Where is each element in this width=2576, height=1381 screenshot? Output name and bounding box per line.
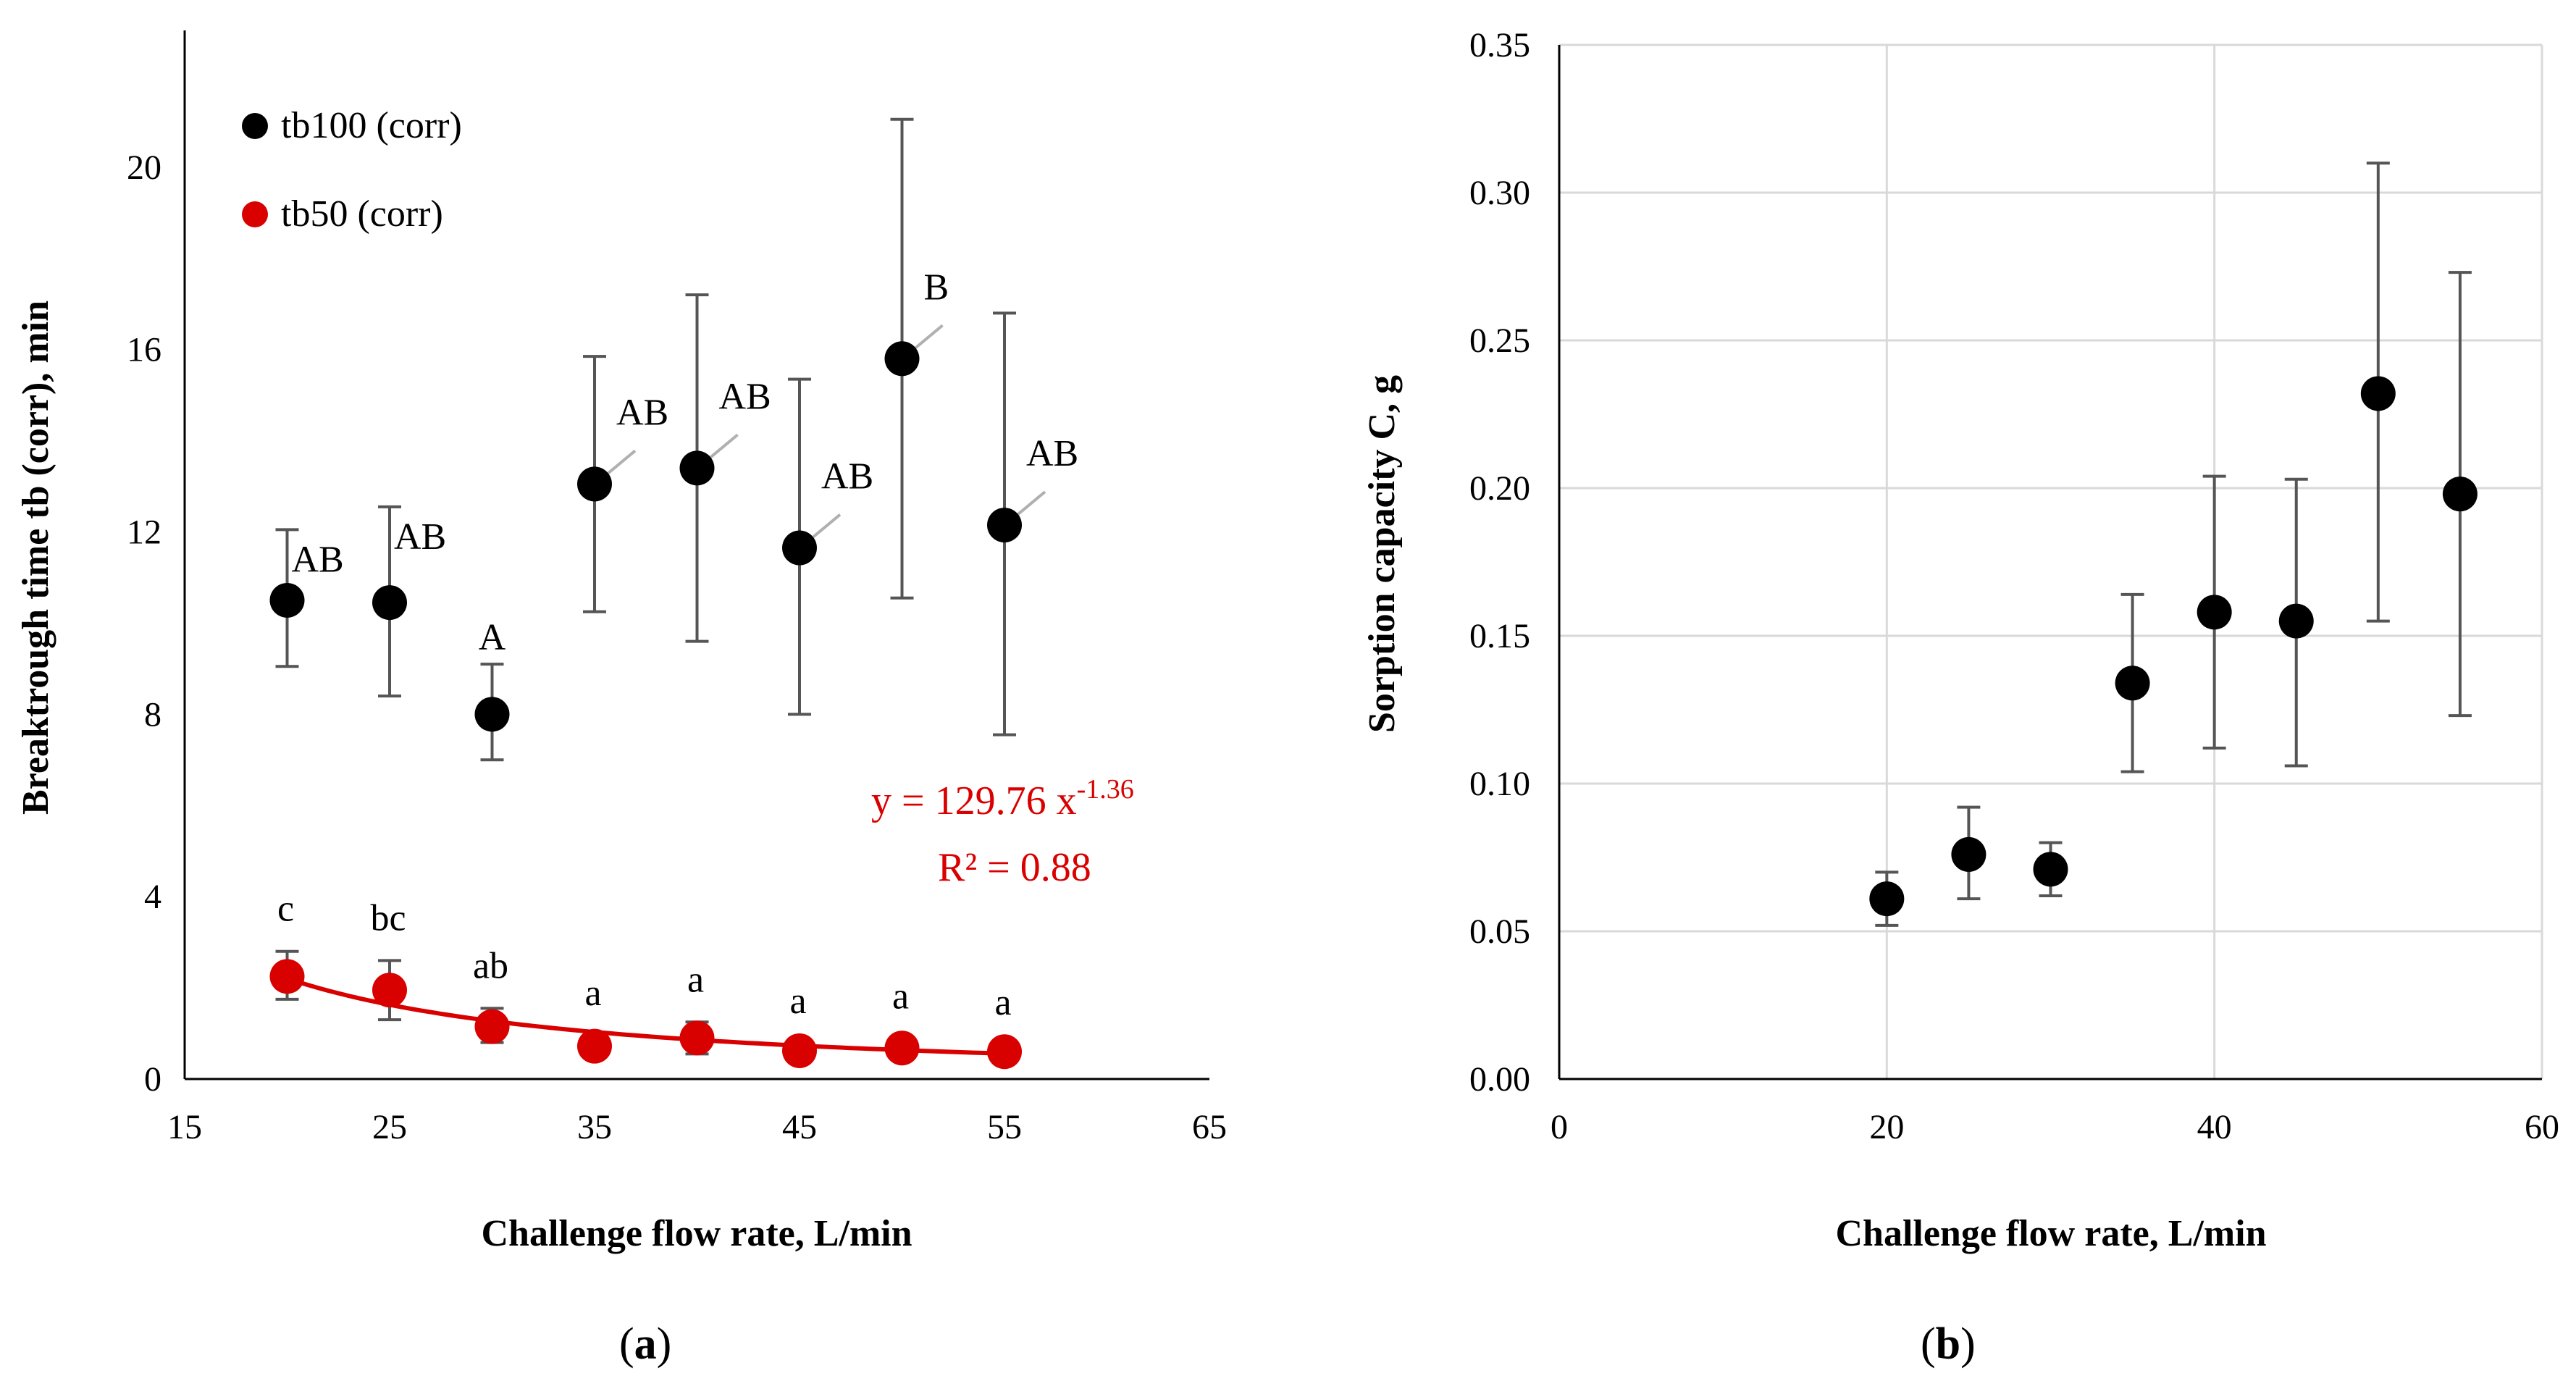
tb50-point: [987, 1034, 1022, 1070]
legend-marker-tb100: [242, 113, 268, 139]
trendline-r-squared: R² = 0.88: [938, 845, 1091, 890]
tb50-group-letter: a: [789, 981, 806, 1022]
panel-b-y-tick-label: 0.20: [1469, 469, 1530, 508]
sorption-capacity-point: [2197, 595, 2232, 630]
panel-a-x-tick-label: 35: [577, 1108, 612, 1146]
panel-b-y-axis-title: Sorption capacity C, g: [1362, 375, 1403, 733]
panel-a-y-tick-label: 0: [144, 1060, 161, 1099]
caption-b-close: ): [1960, 1319, 1976, 1369]
panel-a-legend: tb100 (corr) tb50 (corr): [242, 105, 462, 235]
caption-a-letter: a: [634, 1319, 657, 1369]
trendline-equation-base: y = 129.76 x: [871, 778, 1077, 823]
panel-b-y-tick-label: 0.30: [1469, 174, 1530, 212]
tb50-group-letter: a: [687, 959, 704, 1000]
tb50-point: [884, 1030, 920, 1066]
panel-b-y-tick-label: 0.00: [1469, 1060, 1530, 1099]
panel-a-y-tick-label: 20: [127, 148, 161, 187]
panel-a-y-tick-label: 16: [127, 331, 161, 369]
panel-a-x-tick-label: 15: [167, 1108, 202, 1146]
tb50-group-letter: a: [892, 976, 909, 1017]
panel-b-x-tick-label: 40: [2197, 1108, 2232, 1146]
tb100-group-letter: AB: [719, 376, 771, 417]
tb100-point: [987, 508, 1022, 543]
tb100-group-letter: AB: [821, 456, 873, 498]
panel-b-x-axis-title: Challenge flow rate, L/min: [1835, 1213, 2266, 1254]
panel-b-y-tick-label: 0.25: [1469, 322, 1530, 360]
sorption-capacity-point: [1951, 836, 1986, 872]
panel-b-chart: 0.000.050.100.150.200.250.300.350 20 40 60 …: [1362, 26, 2559, 1254]
tb100-point: [372, 585, 407, 621]
tb50-point: [679, 1020, 715, 1056]
panel-a-x-tick-label: 45: [782, 1108, 817, 1146]
caption-a-open: (: [619, 1319, 634, 1369]
tb50-group-letter: a: [584, 973, 601, 1014]
panel-a-y-tick-label: 8: [144, 695, 161, 734]
panel-a-x-tick-label: 25: [372, 1108, 407, 1146]
panel-b-y-tick-label: 0.15: [1469, 617, 1530, 655]
tb50-point: [474, 1009, 510, 1044]
tb50-group-letter: ab: [473, 945, 508, 986]
panel-a-y-tick-label: 4: [144, 878, 161, 916]
panel-a-x-tick-label: 65: [1192, 1108, 1227, 1146]
panel-b-y-tick-label: 0.35: [1469, 26, 1530, 64]
sorption-capacity-point: [1869, 881, 1905, 917]
panel-b-y-tick-label: 0.10: [1469, 765, 1530, 803]
tb100-point: [474, 697, 510, 732]
tb50-group-letter: c: [277, 889, 294, 930]
tb100-point: [577, 466, 612, 502]
panel-b-x-tick-label: 60: [2525, 1108, 2559, 1146]
caption-b-letter: b: [1936, 1319, 1960, 1369]
panel-a-x-tick-label: 55: [987, 1108, 1022, 1146]
panel-a-y-axis-title: Breaktrough time tb (corr), min: [15, 301, 56, 815]
panel-a-x-axis-title: Challenge flow rate, L/min: [481, 1213, 912, 1254]
tb50-point: [782, 1033, 817, 1068]
tb50-group-letter: bc: [370, 897, 406, 939]
caption-a: (a): [619, 1319, 671, 1369]
tb100-point: [782, 530, 817, 566]
panel-b-x-tick-label: 20: [1869, 1108, 1904, 1146]
legend-label-tb100: tb100 (corr): [281, 105, 462, 146]
panel-b-y-tick-label: 0.05: [1469, 912, 1530, 951]
tb100-point: [679, 450, 715, 486]
caption-a-close: ): [657, 1319, 672, 1369]
caption-b: (b): [1921, 1319, 1976, 1369]
tb100-group-letter: B: [924, 266, 949, 308]
tb100-group-letter: AB: [1026, 433, 1078, 474]
tb50-point: [372, 973, 407, 1008]
caption-b-open: (: [1921, 1319, 1936, 1369]
sorption-capacity-point: [2442, 477, 2478, 512]
legend-label-tb50: tb50 (corr): [281, 193, 443, 235]
panel-a-chart: 15 25 35 45 55 65 0 4 8 12 16 20 AB AB A AB AB AB B AB c bc a…: [15, 30, 1227, 1254]
sorption-capacity-point: [2115, 666, 2150, 701]
tb50-point: [577, 1028, 612, 1064]
tb50-group-letter: a: [994, 982, 1011, 1023]
tb100-group-letter: A: [479, 617, 506, 658]
sorption-capacity-point: [2360, 376, 2396, 411]
sorption-capacity-point: [2278, 603, 2314, 639]
sorption-capacity-point: [2033, 852, 2068, 887]
tb100-group-letter: AB: [394, 516, 446, 558]
trendline-equation-exponent: -1.36: [1077, 774, 1134, 805]
panel-a-y-tick-label: 12: [127, 513, 161, 552]
tb100-point: [269, 582, 305, 618]
tb100-group-letter: AB: [292, 539, 344, 580]
tb50-point: [269, 959, 305, 994]
trendline-equation: y = 129.76 x-1.36: [871, 774, 1134, 823]
legend-marker-tb50: [242, 201, 268, 227]
tb100-point: [884, 341, 920, 377]
tb100-group-letter: AB: [616, 392, 668, 433]
panel-b-x-tick-label: 0: [1551, 1108, 1568, 1146]
